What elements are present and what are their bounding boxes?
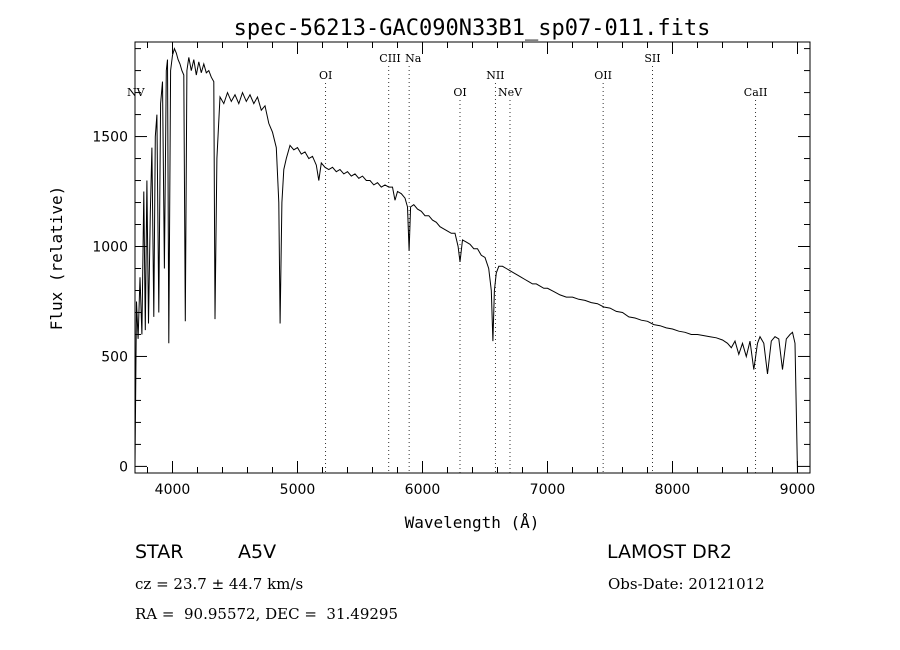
y-tick-label: 0 [119,459,128,475]
y-axis: 0 500 1000 1500 [92,48,810,475]
plot-frame [134,41,811,474]
spectrum-line [134,47,798,474]
x-tick-label: 9000 [780,482,816,498]
ra-dec-info: RA = 90.95572, DEC = 31.49295 [135,605,398,623]
spectral-line-label: OI [453,86,466,99]
y-tick-label: 1500 [92,130,128,146]
x-tick-label: 4000 [155,482,191,498]
x-tick-label: 6000 [405,482,441,498]
x-tick-label: 8000 [655,482,691,498]
spectral-line-label: Na [405,52,422,65]
spectral-line-label: NeV [498,86,523,99]
spectral-line-label: NII [486,69,504,82]
spectral-line-label: CaII [744,86,768,99]
chart-title: spec-56213-GAC090N33B1_sp07-011.fits [234,16,711,41]
x-tick-label: 7000 [530,482,566,498]
spectral-line-label: OI [319,69,332,82]
object-subclass: A5V [238,541,276,563]
spectral-line-label: CIII [379,52,400,65]
y-tick-label: 500 [101,349,128,365]
y-tick-label: 1000 [92,240,128,256]
survey-label: LAMOST DR2 [607,541,732,563]
spectral-line-label: OII [594,69,612,82]
object-class: STAR [135,541,183,563]
x-axis-label: Wavelength (Å) [405,513,540,532]
x-axis: 4000 5000 6000 7000 8000 9000 [147,42,816,498]
redshift-info: cz = 23.7 ± 44.7 km/s [135,575,303,593]
spectral-line-label: SII [644,52,660,65]
x-tick-label: 5000 [280,482,316,498]
y-axis-label: Flux (relative) [47,186,66,331]
obs-date: Obs-Date: 20121012 [608,575,765,593]
